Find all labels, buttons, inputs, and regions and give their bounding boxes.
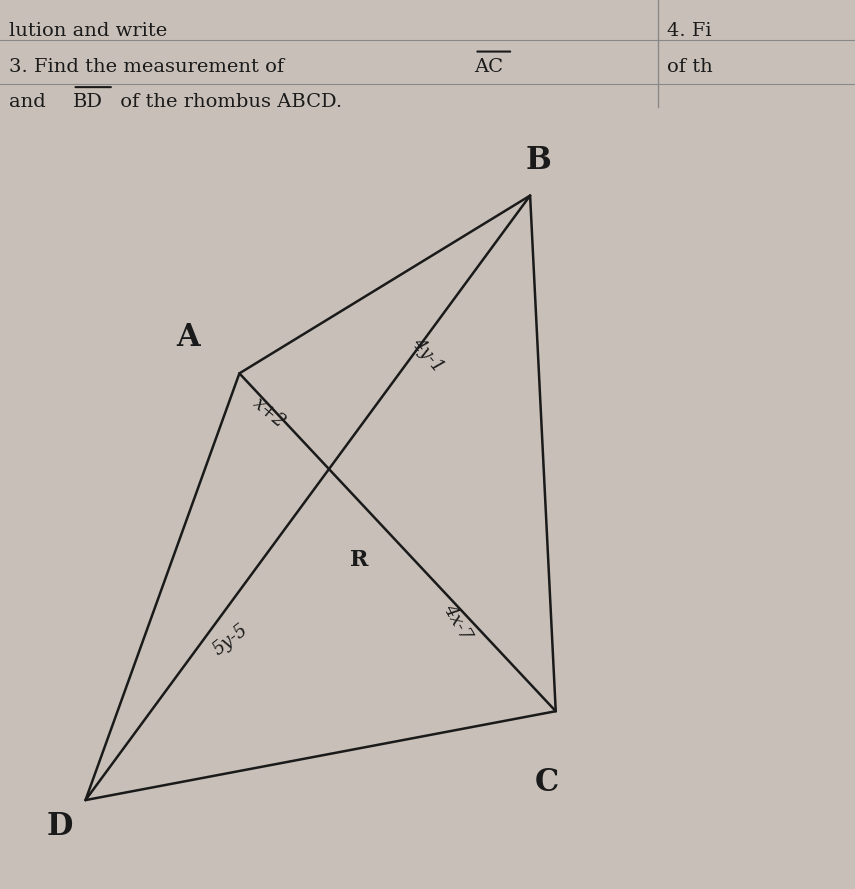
Text: 4. Fi: 4. Fi [667,22,711,40]
Text: B: B [526,145,551,175]
Text: x+2: x+2 [250,395,289,432]
Text: 4x-7: 4x-7 [440,601,475,644]
Text: 5y-5: 5y-5 [209,621,252,660]
Text: 3. Find the measurement of: 3. Find the measurement of [9,58,290,76]
Text: BD: BD [73,93,103,111]
Text: of the rhombus ABCD.: of the rhombus ABCD. [114,93,342,111]
Text: AC: AC [475,58,504,76]
Text: D: D [47,812,73,842]
Text: of th: of th [667,58,713,76]
Text: R: R [350,549,369,571]
Text: A: A [176,323,200,353]
Text: 4y-1: 4y-1 [408,335,447,376]
Text: and: and [9,93,51,111]
Text: C: C [535,767,559,797]
Text: lution and write: lution and write [9,22,173,40]
